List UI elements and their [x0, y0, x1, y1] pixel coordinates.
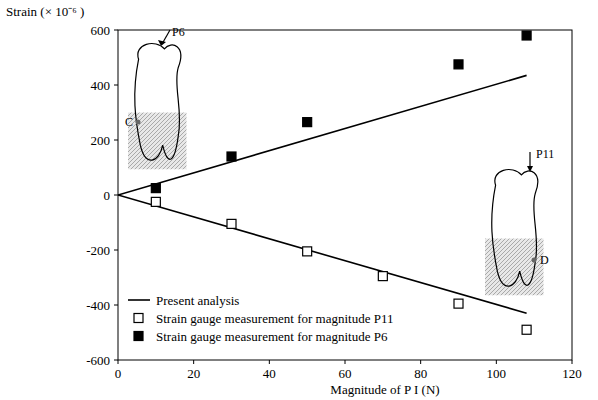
x-tick-label: 20	[187, 366, 200, 381]
x-tick-label: 120	[562, 366, 582, 381]
measurement-point	[227, 152, 236, 161]
y-tick-label: 600	[91, 23, 111, 38]
gauge-point	[136, 120, 141, 125]
x-tick-label: 60	[339, 366, 352, 381]
x-tick-label: 100	[487, 366, 507, 381]
x-tick	[269, 360, 270, 364]
y-tick-label: 200	[91, 133, 111, 148]
annotation: C	[125, 115, 133, 129]
legend-label: Present analysis	[156, 293, 239, 308]
legend-symbol	[134, 332, 143, 341]
y-axis-title: Strain (× 10⁻⁶ )	[6, 4, 84, 19]
measurement-point	[151, 197, 160, 206]
x-tick	[420, 360, 421, 364]
y-tick	[114, 305, 118, 306]
x-tick	[193, 360, 194, 364]
annotation: D	[540, 253, 549, 267]
annotation: P11	[536, 147, 554, 161]
y-tick-label: -600	[86, 353, 110, 368]
x-tick-label: 40	[263, 366, 276, 381]
marks	[118, 31, 531, 334]
legend-symbol	[134, 314, 143, 323]
annotation: P6	[172, 25, 185, 39]
measurement-point	[522, 325, 531, 334]
chart: 0 20 40 60 80 100 120 -600 -400 -200 0 200 400 600 Str…	[0, 0, 598, 400]
measurement-point	[522, 31, 531, 40]
y-tick	[114, 30, 118, 31]
load-arrowhead	[158, 40, 166, 46]
measurement-point	[303, 247, 312, 256]
analysis-line	[118, 195, 527, 313]
x-tick-label: 80	[414, 366, 427, 381]
analysis-line	[118, 75, 527, 195]
illustrations	[128, 30, 543, 295]
tooth-outline	[492, 170, 538, 287]
y-tick-label: 400	[91, 78, 111, 93]
measurement-point	[303, 118, 312, 127]
measurement-point	[151, 184, 160, 193]
measurement-point	[454, 299, 463, 308]
measurement-point	[227, 219, 236, 228]
y-tick	[114, 360, 118, 361]
gauge-point	[532, 258, 537, 263]
y-tick-label: -200	[86, 243, 110, 258]
legend-label: Strain gauge measurement for magnitude P…	[156, 311, 393, 326]
y-tick-label: -400	[86, 298, 110, 313]
y-tick	[114, 195, 118, 196]
x-tick-label: 0	[115, 366, 122, 381]
plot-frame	[118, 30, 572, 360]
measurement-point	[454, 60, 463, 69]
y-tick	[114, 250, 118, 251]
x-tick	[118, 360, 119, 364]
legend-label: Strain gauge measurement for magnitude P…	[156, 329, 388, 344]
tooth-outline	[135, 44, 181, 161]
x-axis-title: Magnitude of P I (N)	[330, 382, 439, 397]
y-tick	[114, 140, 118, 141]
x-tick	[345, 360, 346, 364]
y-tick	[114, 85, 118, 86]
x-tick	[572, 360, 573, 364]
load-arrowhead	[527, 166, 533, 172]
legend: Present analysis Strain gauge measurement…	[128, 293, 393, 344]
legend-symbol	[128, 299, 150, 301]
y-tick-label: 0	[104, 188, 111, 203]
x-tick	[496, 360, 497, 364]
measurement-point	[378, 272, 387, 281]
